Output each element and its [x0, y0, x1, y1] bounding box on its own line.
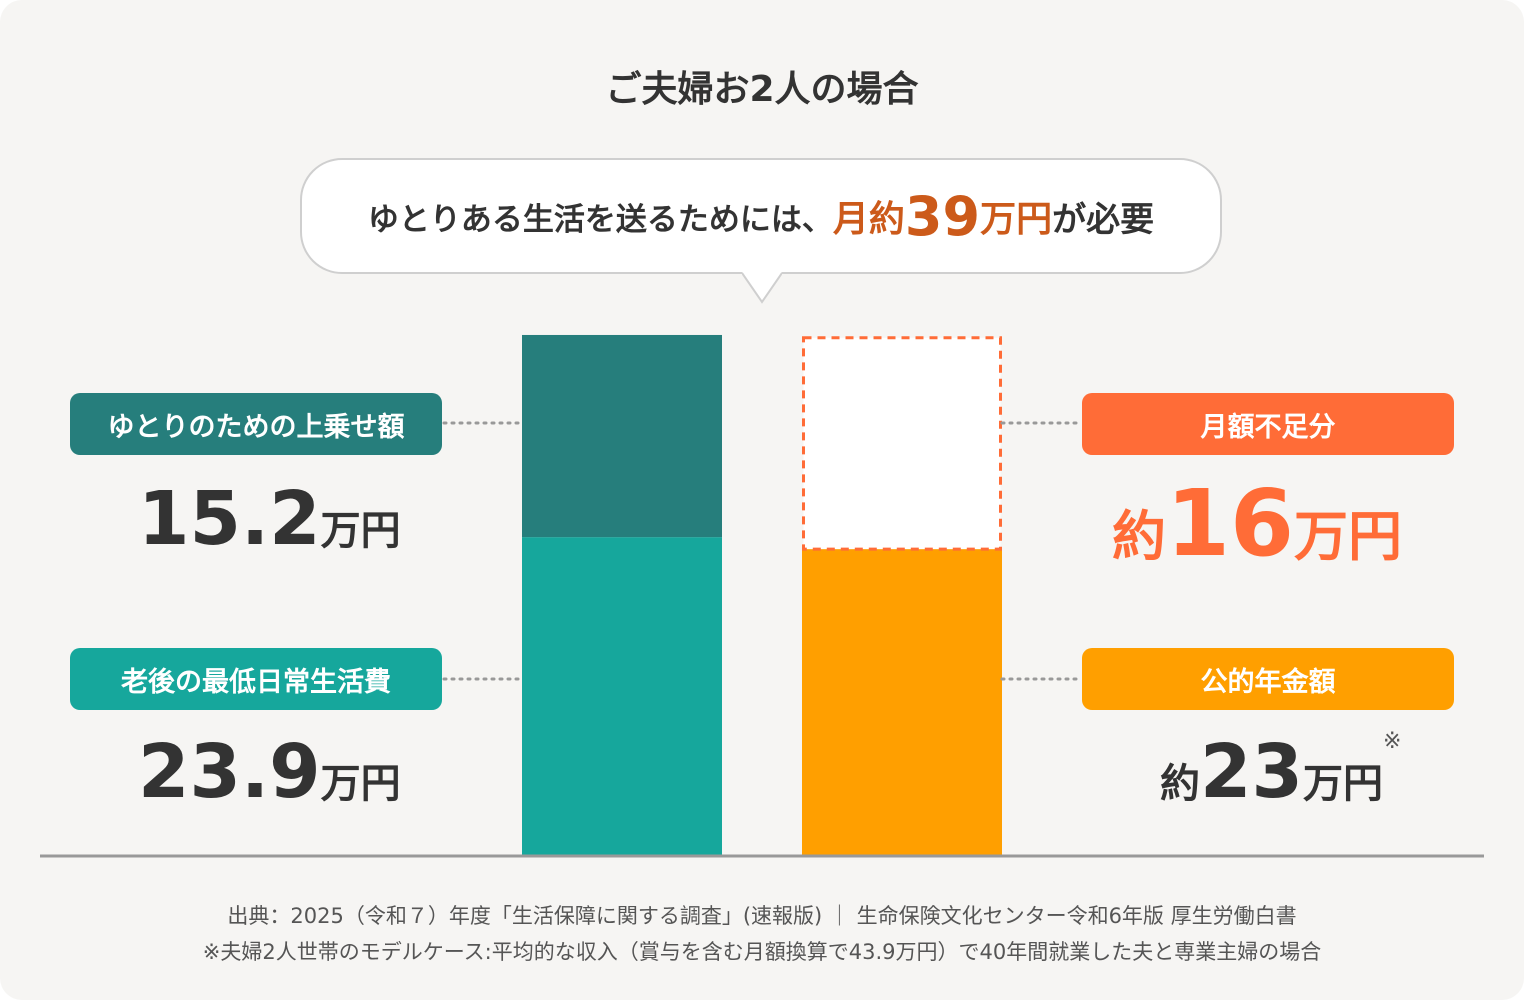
- value-minimum-living-cost-unit: 万円: [320, 761, 401, 807]
- label-monthly-shortfall: 月額不足分: [1082, 393, 1454, 455]
- value-monthly-shortfall-unit: 万円: [1294, 505, 1403, 568]
- value-extra-comfort-unit: 万円: [320, 508, 401, 554]
- value-extra-comfort-number: 15.2: [138, 476, 321, 562]
- value-monthly-shortfall: 約16万円: [1112, 478, 1402, 570]
- model-case-note: ※夫婦2人世帯のモデルケース:平均的な収入（賞与を含む月額換算で43.9万円）で…: [202, 940, 1322, 964]
- bar-monthly-shortfall: [802, 336, 1002, 551]
- label-extra-comfort: ゆとりのための上乗せ額: [70, 393, 442, 455]
- bar-public-pension: [802, 549, 1002, 855]
- value-public-pension-prefix: 約: [1160, 761, 1200, 807]
- speech-bubble-tail: [742, 272, 782, 304]
- value-public-pension: 約23万円※: [1160, 731, 1401, 810]
- speech-bubble: ゆとりある生活を送るためには、 月約 39 万円 が必要: [300, 158, 1222, 274]
- bar-minimum-living-cost: [522, 537, 722, 855]
- value-public-pension-unit: 万円: [1302, 761, 1383, 807]
- bubble-amount-unit: 万円: [980, 199, 1053, 240]
- label-public-pension: 公的年金額: [1082, 648, 1454, 710]
- value-minimum-living-cost-number: 23.9: [138, 729, 321, 815]
- value-monthly-shortfall-number: 16: [1166, 470, 1295, 577]
- value-minimum-living-cost: 23.9万円: [138, 735, 401, 809]
- bubble-suffix: が必要: [1052, 199, 1155, 240]
- source-note: 出典：2025（令和７）年度「生活保障に関する調査」(速報版) ｜ 生命保険文化…: [227, 904, 1297, 928]
- label-minimum-living-cost: 老後の最低日常生活費: [70, 648, 442, 710]
- value-extra-comfort: 15.2万円: [138, 482, 401, 556]
- value-monthly-shortfall-prefix: 約: [1112, 505, 1166, 568]
- page-title: ご夫婦お2人の場合: [605, 69, 919, 110]
- bubble-prefix: ゆとりある生活を送るためには、: [367, 201, 833, 238]
- bubble-amount-prefix: 月約: [832, 199, 905, 240]
- value-public-pension-number: 23: [1200, 729, 1303, 815]
- bar-extra-comfort: [522, 334, 722, 538]
- footnote-mark: ※: [1382, 729, 1402, 754]
- bubble-amount: 39: [904, 184, 981, 248]
